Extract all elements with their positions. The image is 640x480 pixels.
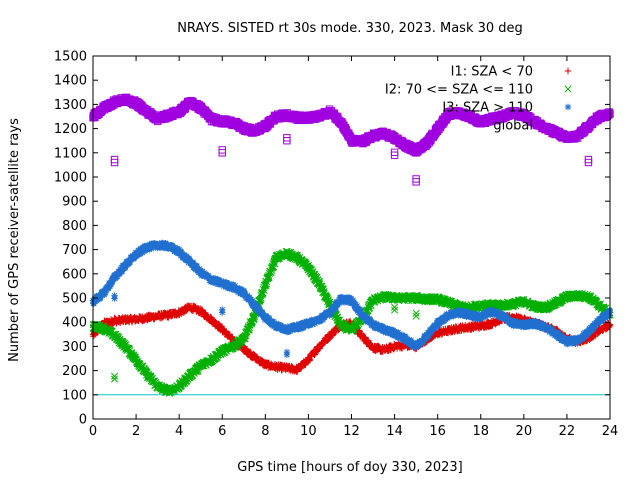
series-1 xyxy=(89,302,614,375)
series-layer xyxy=(89,93,614,397)
outlier-point xyxy=(111,292,118,299)
data-point xyxy=(306,357,314,364)
series-3 xyxy=(89,239,614,359)
outlier-point xyxy=(283,348,291,356)
chart-title: NRAYS. SISTED rt 30s mode. 330, 2023. Ma… xyxy=(177,21,523,36)
outlier-point xyxy=(219,306,226,313)
series-4 xyxy=(89,93,614,186)
